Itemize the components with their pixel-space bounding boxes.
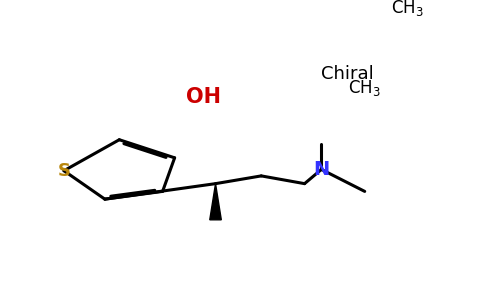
Text: $\mathregular{CH_3}$: $\mathregular{CH_3}$ xyxy=(391,0,424,18)
Text: $\mathregular{CH_3}$: $\mathregular{CH_3}$ xyxy=(348,78,380,98)
Text: OH: OH xyxy=(186,87,221,107)
Text: Chiral: Chiral xyxy=(321,65,374,83)
Text: N: N xyxy=(313,160,330,179)
Text: S: S xyxy=(58,162,71,180)
Polygon shape xyxy=(210,184,221,220)
